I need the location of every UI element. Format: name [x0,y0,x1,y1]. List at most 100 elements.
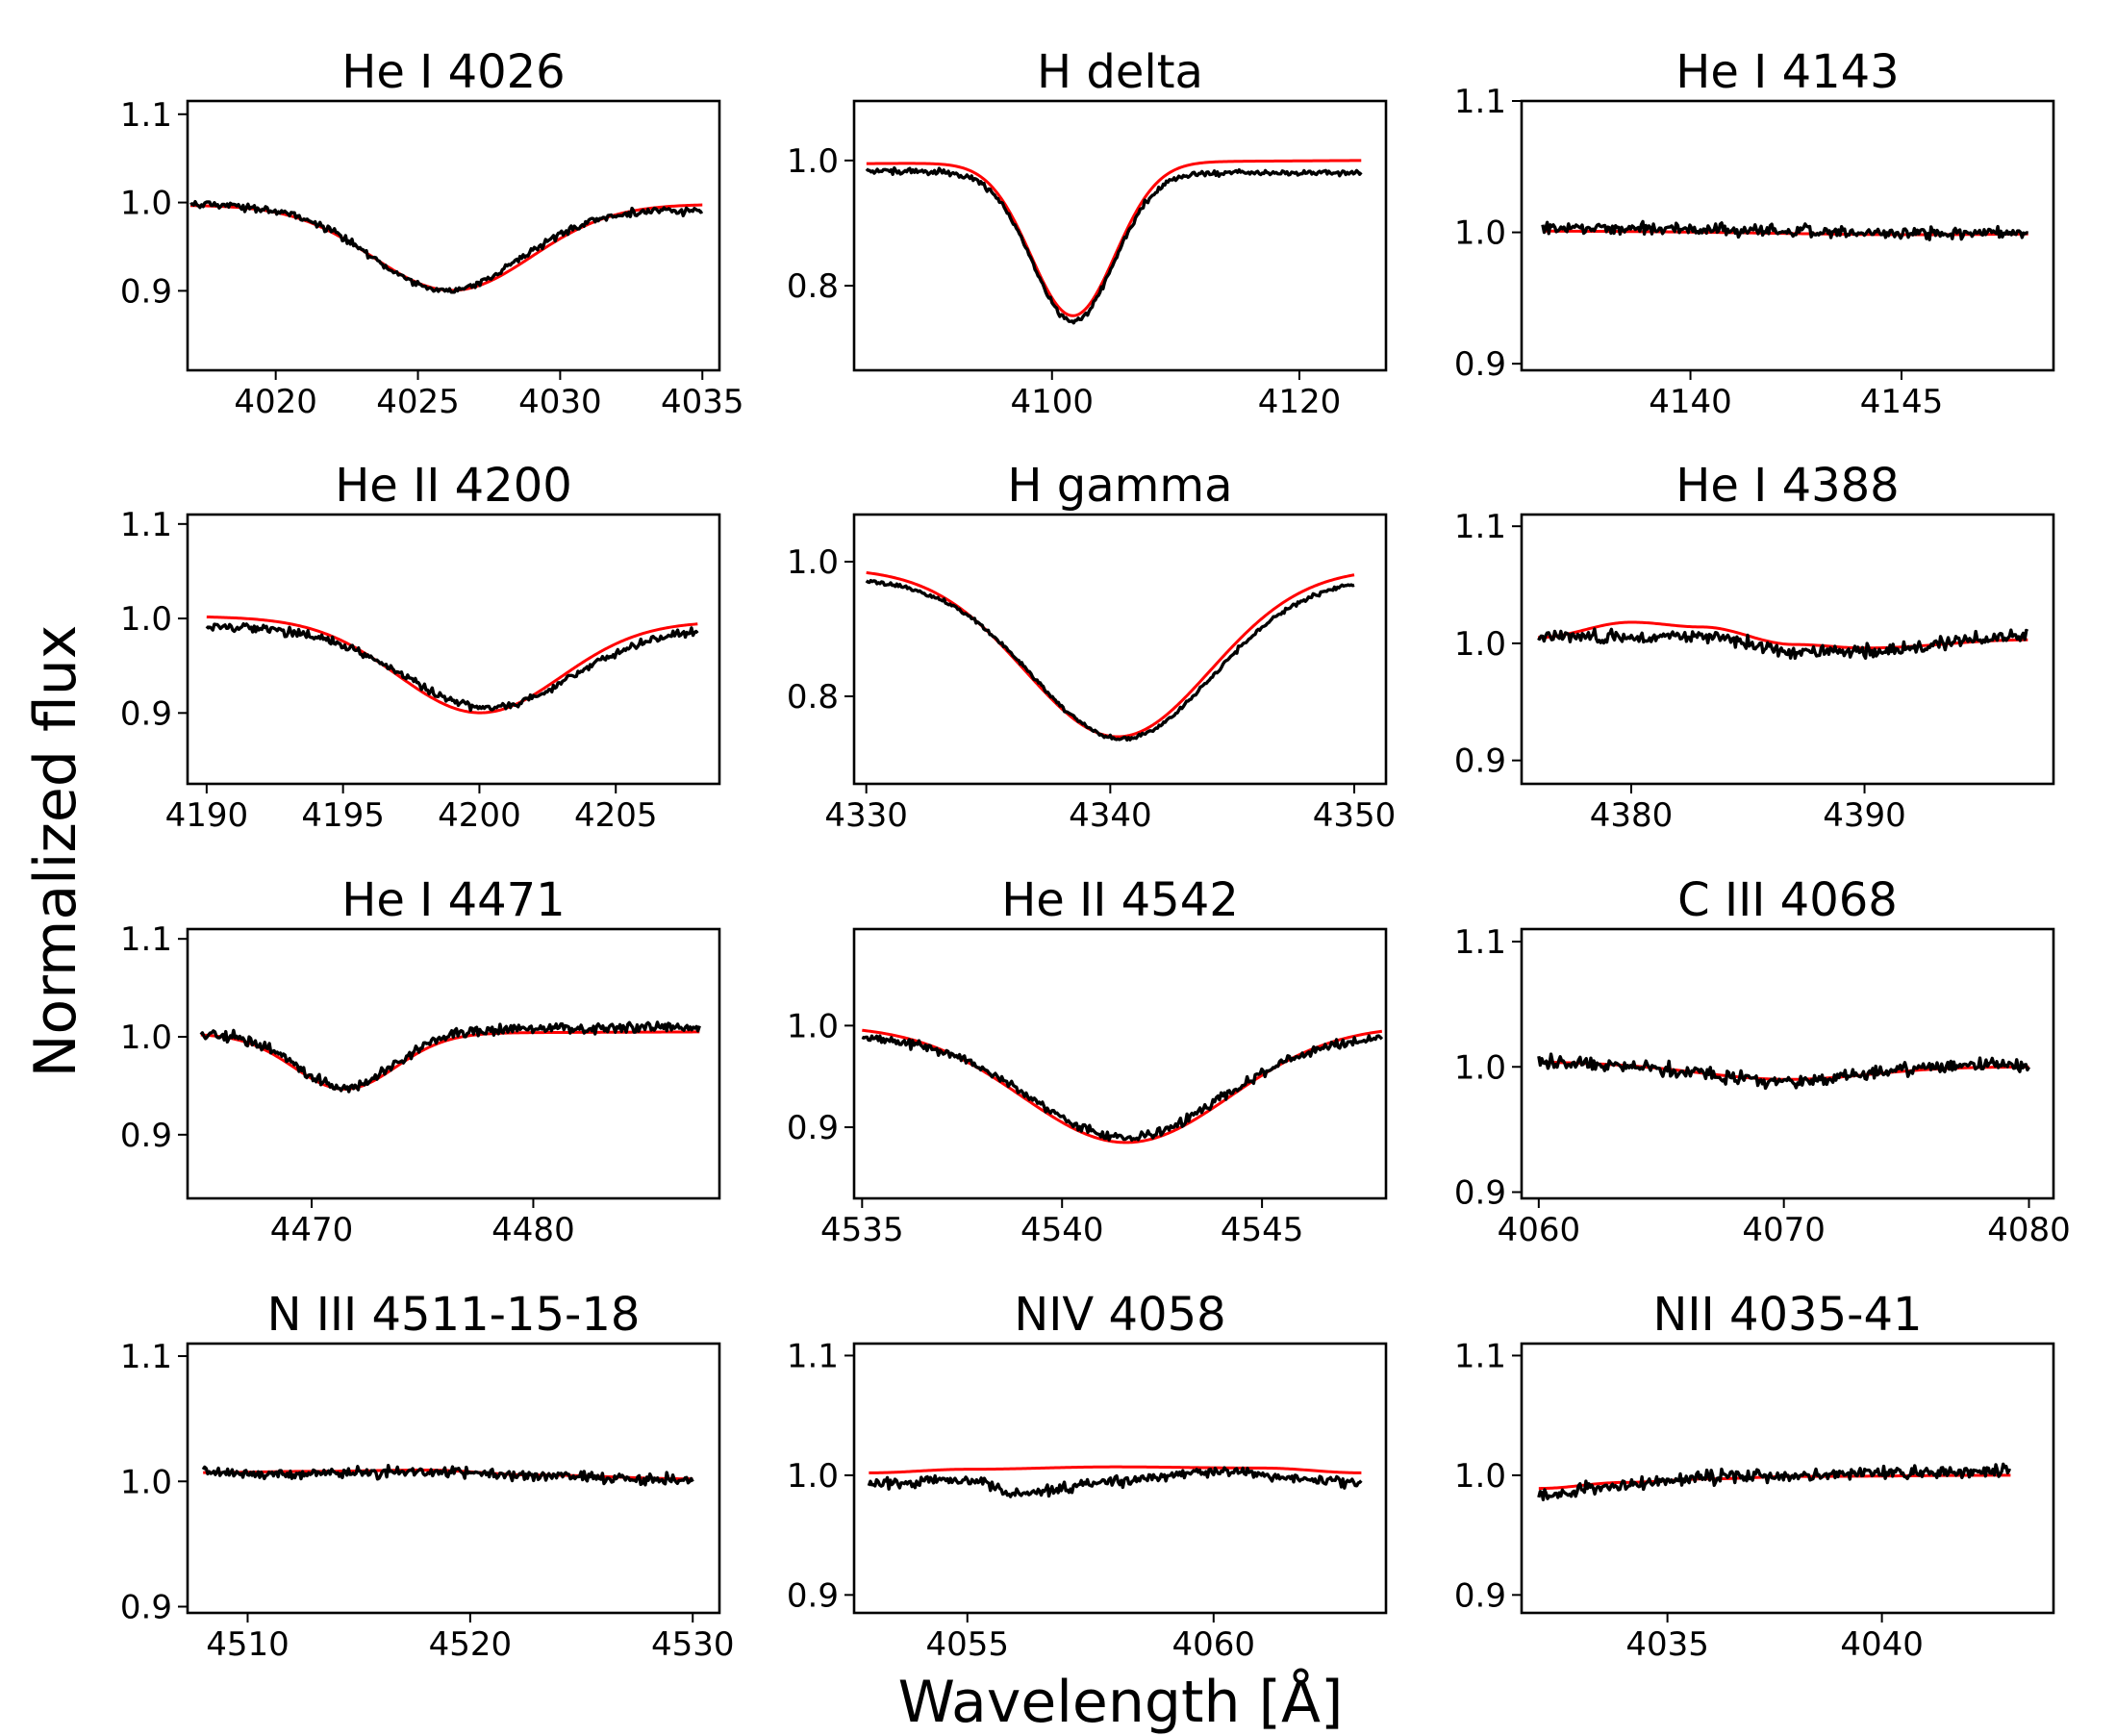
subplot-title: NIV 4058 [1014,1288,1225,1342]
x-tick-label: 4120 [1258,383,1342,421]
x-tick-label: 4530 [651,1625,735,1664]
subplot-title: NII 4035-41 [1652,1288,1922,1342]
x-tick-label: 4520 [429,1625,513,1664]
y-tick-label: 1.0 [120,1019,172,1057]
global-x-axis-label: Wavelength [Å] [897,1669,1344,1736]
y-tick-label: 1.0 [1454,625,1506,664]
y-tick-label: 1.0 [787,142,839,181]
plot-frame [186,927,721,1200]
series-observed-line [1537,1052,2031,1091]
plot-frame [1520,927,2055,1200]
y-tick-label: 0.8 [787,267,839,306]
x-tick-label: 4025 [376,383,460,421]
x-tick-label: 4195 [301,796,385,835]
subplot-7: He I 4471 4470 4480 0.9 1.0 1.1 [120,873,721,1249]
subplot-4: He II 4200 4190 4195 4200 4205 0.9 1.0 1.1 [120,459,721,835]
subplot-5: H gamma 4330 4340 4350 0.8 1.0 [787,459,1396,835]
plot-frame [852,99,1388,372]
y-tick-label: 0.9 [120,694,172,733]
subplot-2: H delta 4100 4120 0.8 1.0 [787,45,1388,421]
y-tick-label: 1.0 [120,600,172,639]
x-tick-label: 4380 [1590,796,1674,835]
global-y-axis-label: Normalized flux [22,624,89,1078]
y-tick-label: 1.1 [787,1337,839,1375]
plot-frame [1520,513,2055,786]
plot-frame [852,513,1388,786]
series-model-line [189,203,703,292]
x-tick-label: 4055 [926,1625,1010,1664]
x-tick-label: 4205 [574,796,658,835]
x-tick-label: 4040 [1840,1625,1924,1664]
x-tick-label: 4540 [1020,1211,1104,1249]
series-model-line [206,615,698,715]
x-tick-label: 4350 [1313,796,1397,835]
x-tick-label: 4480 [491,1211,575,1249]
subplot-title: He II 4542 [1001,873,1239,927]
x-tick-label: 4470 [270,1211,354,1249]
series-model-line [869,1465,1362,1474]
y-tick-label: 1.0 [1454,1048,1506,1087]
y-tick-label: 1.0 [787,1007,839,1045]
x-tick-label: 4535 [820,1211,904,1249]
y-tick-label: 0.8 [787,678,839,717]
y-tick-label: 1.1 [1454,508,1506,546]
x-tick-label: 4060 [1172,1625,1256,1664]
subplot-11: NIV 4058 4055 4060 0.9 1.0 1.1 [787,1288,1388,1664]
series-observed-line [1537,1462,2012,1502]
y-tick-label: 1.1 [120,920,172,959]
x-tick-label: 4035 [1625,1625,1709,1664]
y-tick-label: 1.0 [1454,214,1506,253]
y-tick-label: 1.0 [1454,1457,1506,1496]
series-observed-line [205,621,699,713]
subplot-title: C III 4068 [1677,873,1898,927]
subplot-10: N III 4511-15-18 4510 4520 4530 0.9 1.0 1.1 [120,1288,735,1664]
series-observed-line [1537,627,2029,661]
x-tick-label: 4145 [1860,383,1944,421]
x-tick-label: 4330 [824,796,908,835]
series-observed-line [861,1034,1384,1143]
x-tick-label: 4080 [1987,1211,2071,1249]
series-observed-line [865,578,1355,742]
series-observed-line [199,1020,701,1094]
series-model-line [200,1030,700,1091]
plot-frame [1520,99,2055,372]
x-tick-label: 4140 [1649,383,1732,421]
x-tick-label: 4510 [206,1625,290,1664]
y-tick-label: 0.9 [787,1109,839,1147]
subplot-title: He I 4388 [1675,459,1899,513]
subplot-9: C III 4068 4060 4070 4080 0.9 1.0 1.1 [1454,873,2071,1249]
y-tick-label: 1.0 [120,1463,172,1501]
y-tick-label: 1.1 [1454,1337,1506,1375]
y-tick-label: 0.9 [787,1576,839,1615]
subplot-3: He I 4143 4140 4145 0.9 1.0 1.1 [1454,45,2055,421]
y-tick-label: 0.9 [1454,345,1506,384]
plot-frame [1520,1342,2055,1615]
y-tick-label: 1.1 [120,1338,172,1376]
x-tick-label: 4020 [234,383,317,421]
plot-frame [186,99,721,372]
subplot-8: He II 4542 4535 4540 4545 0.9 1.0 [787,873,1388,1249]
subplot-12: NII 4035-41 4035 4040 0.9 1.0 1.1 [1454,1288,2055,1664]
subplot-title: He I 4026 [341,45,565,99]
series-model-line [862,1028,1383,1145]
series-observed-line [867,1466,1363,1498]
subplot-title: He II 4200 [335,459,572,513]
series-observed-line [1541,219,2028,241]
subplot-title: N III 4511-15-18 [267,1288,641,1342]
series-observed-line [865,165,1363,325]
x-tick-label: 4200 [438,796,521,835]
plot-frame [186,1342,721,1615]
y-tick-label: 0.9 [120,1117,172,1155]
series-model-line [866,159,1362,317]
subplot-1: He I 4026 4020 4025 4030 4035 0.9 1.0 1.1 [120,45,744,421]
x-tick-label: 4545 [1221,1211,1304,1249]
series-observed-line [201,1464,694,1487]
y-tick-label: 0.9 [120,1588,172,1626]
y-tick-label: 0.9 [120,272,172,311]
x-tick-label: 4030 [518,383,602,421]
x-tick-label: 4070 [1742,1211,1826,1249]
x-tick-label: 4060 [1498,1211,1581,1249]
x-tick-label: 4190 [165,796,249,835]
y-tick-label: 1.0 [787,1457,839,1496]
